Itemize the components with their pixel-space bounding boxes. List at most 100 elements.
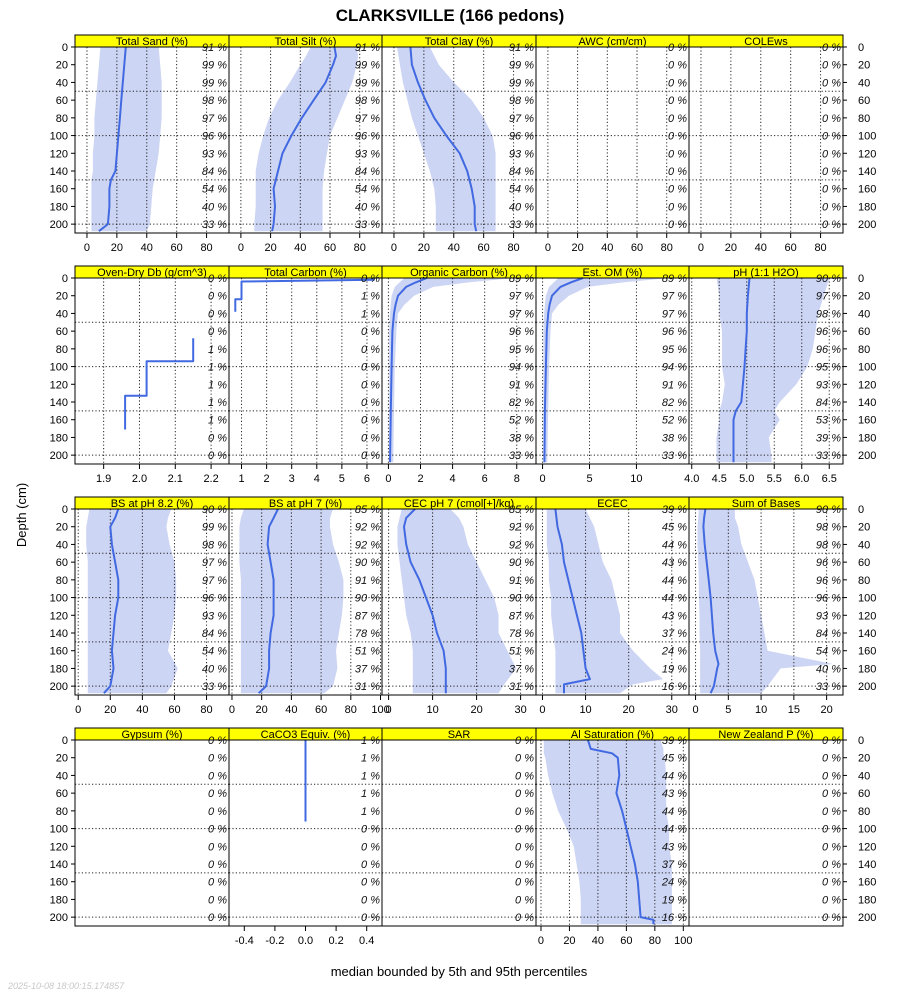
data-completeness-label: 0 % — [361, 397, 380, 409]
y-tick-label: 200 — [50, 912, 68, 924]
data-completeness-label: 89 % — [509, 273, 534, 285]
data-completeness-label: 99 % — [355, 77, 380, 89]
data-completeness-label: 96 % — [816, 557, 841, 569]
data-completeness-label: 90 % — [816, 504, 841, 516]
median-line — [409, 46, 478, 232]
data-completeness-label: 44 % — [662, 593, 687, 605]
data-completeness-label: 33 % — [509, 450, 534, 462]
y-tick-label: 160 — [50, 415, 68, 427]
panel: CEC pH 7 (cmol[+]/kg)85 % 92 % 92 % 90 % 91 … — [381, 496, 537, 716]
data-completeness-label: 0 % — [822, 824, 841, 836]
strip-label: Total Silt (%) — [275, 36, 337, 48]
y-tick-label: 60 — [56, 326, 68, 338]
strip-label: Total Sand (%) — [116, 36, 188, 48]
median-line — [554, 508, 591, 694]
data-completeness-label: 0 % — [515, 877, 534, 889]
y-tick-label: 60 — [858, 95, 870, 107]
panel: Organic Carbon (%) 89 % 97 % 97 % 96 % 95 % 94… — [381, 265, 537, 485]
percentile-band — [543, 740, 672, 925]
x-tick-label: 20 — [111, 242, 123, 254]
data-completeness-label: 97 % — [509, 291, 534, 303]
y-tick-label: 100 — [858, 362, 876, 374]
data-completeness-label: 91 % — [509, 379, 534, 391]
data-completeness-label: 0 % — [208, 877, 227, 889]
depth-axis: 0 0 20 20 40 40 60 60 80 80 100 100 120 120 140 140 160 1… — [50, 735, 877, 924]
data-completeness-label: 0 % — [208, 753, 227, 765]
data-completeness-label: 0 % — [668, 131, 687, 143]
x-tick-label: 40 — [141, 242, 153, 254]
x-tick-label: 40 — [601, 242, 613, 254]
panel-border — [535, 46, 690, 234]
data-completeness-label: 0 % — [208, 432, 227, 444]
y-tick-label: 60 — [56, 788, 68, 800]
y-tick-label: 180 — [50, 432, 68, 444]
data-completeness-label: 43 % — [662, 788, 687, 800]
data-completeness-label: 0 % — [361, 344, 380, 356]
data-completeness-label: 40 % — [509, 201, 534, 213]
percentile-band — [697, 509, 834, 694]
percentile-band — [716, 278, 830, 463]
panel: SAR 0 % 0 % 0 % 0 % 0 % 0 % 0 % 0 % 0 % 0 % 0 % — [381, 727, 537, 927]
panel-border — [74, 739, 230, 927]
x-tick-label: 0 — [386, 704, 392, 716]
data-completeness-label: 90 % — [509, 593, 534, 605]
data-completeness-label: 94 % — [662, 362, 687, 374]
y-tick-label: 80 — [56, 806, 68, 818]
data-completeness-label: 37 % — [662, 628, 687, 640]
data-completeness-label: 0 % — [668, 201, 687, 213]
x-tick-label: 4.0 — [684, 473, 699, 485]
x-tick-label: 0.2 — [328, 935, 343, 947]
x-tick-label: 5 — [339, 473, 345, 485]
x-tick-label: 0 — [385, 473, 391, 485]
x-tick-label: 60 — [478, 242, 490, 254]
chart-title: CLARKSVILLE (166 pedons) — [336, 6, 565, 25]
y-axis-label: Depth (cm) — [14, 483, 29, 547]
y-tick-label: 140 — [858, 166, 876, 178]
data-completeness-label: 44 % — [662, 539, 687, 551]
data-completeness-label: 84 % — [816, 628, 841, 640]
data-completeness-label: 84 % — [355, 166, 380, 178]
data-completeness-label: 0 % — [208, 824, 227, 836]
x-tick-label: 20 — [104, 704, 116, 716]
panel: Est. OM (%) 89 % 97 % 97 % 96 % 95 % 94 % 91 % 8… — [535, 265, 690, 485]
data-completeness-label: 54 % — [202, 646, 227, 658]
y-tick-label: 80 — [56, 575, 68, 587]
data-completeness-label: 0 % — [208, 450, 227, 462]
data-completeness-label: 0 % — [208, 770, 227, 782]
percentile-band — [389, 278, 514, 463]
data-completeness-label: 98 % — [509, 95, 534, 107]
x-tick-label: 60 — [324, 242, 336, 254]
y-tick-label: 180 — [858, 432, 876, 444]
data-completeness-label: 54 % — [355, 184, 380, 196]
data-completeness-label: 44 % — [662, 770, 687, 782]
data-completeness-label: 93 % — [509, 148, 534, 160]
data-completeness-label: 90 % — [355, 593, 380, 605]
x-tick-label: 8 — [514, 473, 520, 485]
data-completeness-label: 90 % — [509, 557, 534, 569]
data-completeness-label: 91 % — [662, 379, 687, 391]
x-tick-label: 20 — [264, 242, 276, 254]
y-tick-label: 60 — [858, 557, 870, 569]
panel: Oven-Dry Db (g/cm^3) 0 %0 %0 %0 %1 %1 %1 … — [74, 265, 230, 485]
data-completeness-label: 0 % — [668, 219, 687, 231]
x-tick-label: 4.5 — [712, 473, 727, 485]
data-completeness-label: 43 % — [662, 557, 687, 569]
data-completeness-label: 0 % — [208, 735, 227, 747]
strip-label: Est. OM (%) — [583, 267, 643, 279]
y-tick-label: 0 — [858, 42, 864, 54]
data-completeness-label: 0 % — [515, 753, 534, 765]
y-tick-label: 120 — [858, 379, 876, 391]
median-line — [234, 278, 375, 312]
data-completeness-label: 98 % — [816, 308, 841, 320]
data-completeness-label: 98 % — [816, 522, 841, 534]
x-tick-label: 2.0 — [132, 473, 147, 485]
y-tick-label: 160 — [858, 415, 876, 427]
x-tick-label: 100 — [371, 704, 389, 716]
y-tick-label: 120 — [50, 610, 68, 622]
data-completeness-label: 1 % — [208, 362, 227, 374]
x-tick-label: 0 — [538, 935, 544, 947]
data-completeness-label: 0 % — [822, 859, 841, 871]
data-completeness-label: 44 % — [662, 806, 687, 818]
x-tick-label: 10 — [579, 704, 591, 716]
data-completeness-label: 16 % — [662, 681, 687, 693]
